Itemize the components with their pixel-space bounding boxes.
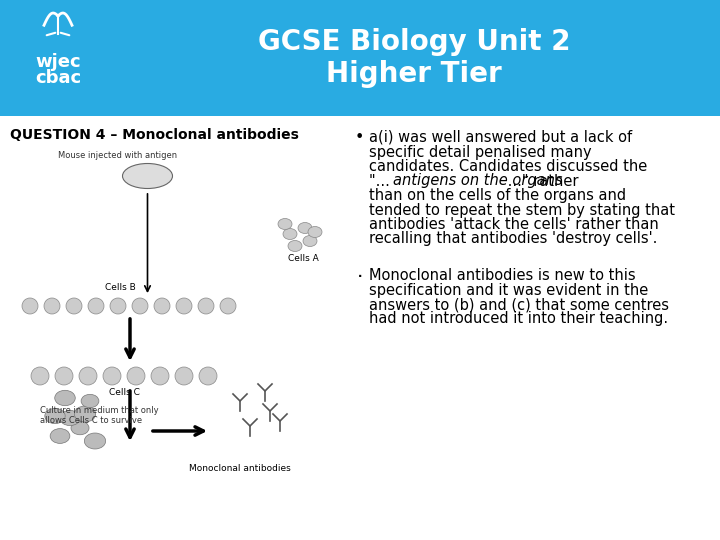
Text: Monoclonal antibodies is new to this: Monoclonal antibodies is new to this	[369, 268, 636, 283]
Ellipse shape	[298, 222, 312, 233]
Text: •: •	[355, 130, 364, 145]
Circle shape	[176, 298, 192, 314]
Text: than on the cells of the organs and: than on the cells of the organs and	[369, 188, 626, 203]
Text: ..." rather: ..." rather	[503, 173, 578, 188]
Circle shape	[79, 367, 97, 385]
Text: answers to (b) and (c) that some centres: answers to (b) and (c) that some centres	[369, 297, 669, 312]
Ellipse shape	[283, 228, 297, 240]
Ellipse shape	[288, 240, 302, 252]
Ellipse shape	[122, 164, 173, 188]
Ellipse shape	[303, 235, 317, 246]
Circle shape	[154, 298, 170, 314]
Circle shape	[66, 298, 82, 314]
Text: specific detail penalised many: specific detail penalised many	[369, 145, 592, 159]
Circle shape	[151, 367, 169, 385]
Text: Culture in medium that only
allows Cells C to survive: Culture in medium that only allows Cells…	[40, 406, 158, 426]
Bar	[0, 116, 720, 540]
Ellipse shape	[54, 390, 76, 406]
Circle shape	[22, 298, 38, 314]
Circle shape	[44, 298, 60, 314]
Circle shape	[198, 298, 214, 314]
Text: antibodies 'attack the cells' rather than: antibodies 'attack the cells' rather tha…	[369, 217, 659, 232]
Circle shape	[88, 298, 104, 314]
Text: wjec: wjec	[35, 53, 81, 71]
Circle shape	[110, 298, 126, 314]
Ellipse shape	[73, 406, 96, 422]
Ellipse shape	[81, 394, 99, 408]
FancyArrowPatch shape	[60, 33, 69, 35]
Text: QUESTION 4 – Monoclonal antibodies: QUESTION 4 – Monoclonal antibodies	[10, 128, 299, 142]
Circle shape	[132, 298, 148, 314]
Bar	[0, 0, 720, 116]
Circle shape	[220, 298, 236, 314]
Circle shape	[199, 367, 217, 385]
Text: specification and it was evident in the: specification and it was evident in the	[369, 282, 648, 298]
Text: recalling that antibodies 'destroy cells'.: recalling that antibodies 'destroy cells…	[369, 232, 657, 246]
Text: antigens on the organs: antigens on the organs	[393, 173, 562, 188]
Text: GCSE Biology Unit 2: GCSE Biology Unit 2	[258, 28, 570, 56]
FancyArrowPatch shape	[47, 33, 55, 35]
Circle shape	[31, 367, 49, 385]
Ellipse shape	[42, 407, 68, 426]
Bar	[10, 146, 345, 532]
Ellipse shape	[278, 219, 292, 230]
Ellipse shape	[51, 430, 68, 442]
Text: cbac: cbac	[35, 70, 81, 87]
Text: a(i) was well answered but a lack of: a(i) was well answered but a lack of	[369, 130, 632, 145]
Text: "...: "...	[369, 173, 395, 188]
Ellipse shape	[308, 226, 322, 238]
Text: Higher Tier: Higher Tier	[326, 60, 502, 88]
Ellipse shape	[86, 434, 104, 448]
Text: ·: ·	[357, 268, 364, 287]
Ellipse shape	[70, 421, 90, 435]
Text: had not introduced it into their teaching.: had not introduced it into their teachin…	[369, 312, 668, 327]
Bar	[8, 6, 108, 110]
Text: Cells B: Cells B	[104, 283, 135, 292]
Ellipse shape	[61, 411, 79, 425]
Text: tended to repeat the stem by stating that: tended to repeat the stem by stating tha…	[369, 202, 675, 218]
Text: Cells A: Cells A	[287, 254, 318, 263]
Text: candidates. Candidates discussed the: candidates. Candidates discussed the	[369, 159, 647, 174]
Circle shape	[175, 367, 193, 385]
Text: Cells C: Cells C	[109, 388, 140, 397]
Text: Mouse injected with antigen: Mouse injected with antigen	[58, 151, 177, 160]
Circle shape	[127, 367, 145, 385]
Circle shape	[55, 367, 73, 385]
Text: Monoclonal antibodies: Monoclonal antibodies	[189, 464, 291, 473]
Circle shape	[103, 367, 121, 385]
